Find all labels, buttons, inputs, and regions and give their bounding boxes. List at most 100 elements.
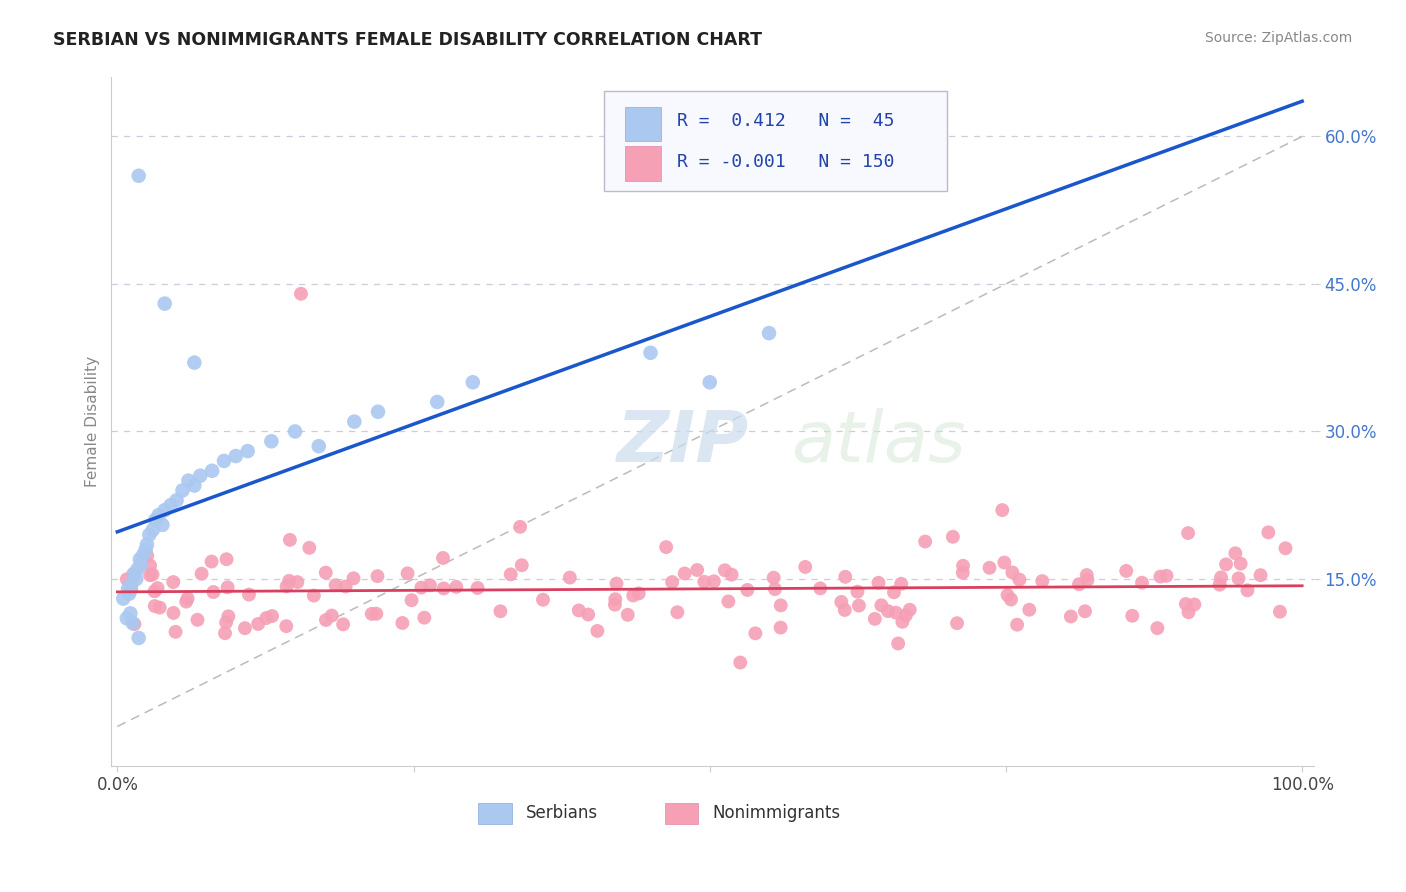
Point xyxy=(717,594,740,608)
Point xyxy=(162,575,184,590)
Point xyxy=(132,547,155,561)
Point xyxy=(413,610,436,624)
Point xyxy=(868,575,890,590)
Point xyxy=(997,588,1019,602)
Point xyxy=(125,572,148,586)
Point xyxy=(769,599,792,613)
Point xyxy=(1008,573,1031,587)
Point xyxy=(699,376,721,390)
Point xyxy=(499,567,522,582)
Point xyxy=(655,540,678,554)
Point xyxy=(993,556,1015,570)
Point xyxy=(284,425,307,439)
Point xyxy=(1130,575,1153,590)
Point xyxy=(142,567,165,582)
Point xyxy=(278,533,301,547)
Point xyxy=(870,599,893,613)
Point xyxy=(183,356,205,370)
Point xyxy=(149,600,172,615)
Point xyxy=(121,616,143,631)
Point xyxy=(315,613,337,627)
Point xyxy=(1060,609,1083,624)
Point xyxy=(153,503,176,517)
Point xyxy=(1146,621,1168,635)
Point xyxy=(1067,577,1090,591)
Point xyxy=(401,593,423,607)
Point xyxy=(605,576,627,591)
Point xyxy=(1174,597,1197,611)
Point xyxy=(129,558,152,572)
Bar xyxy=(665,803,699,823)
Point xyxy=(890,576,912,591)
Point xyxy=(121,577,143,591)
Point xyxy=(118,587,141,601)
Point xyxy=(290,286,312,301)
Point xyxy=(558,570,581,584)
Point xyxy=(201,555,224,569)
Point xyxy=(1257,525,1279,540)
Point xyxy=(763,582,786,596)
Point xyxy=(247,617,270,632)
Point xyxy=(1215,558,1237,572)
Point xyxy=(991,503,1014,517)
Point xyxy=(186,613,208,627)
Point xyxy=(190,566,212,581)
Point xyxy=(1031,574,1053,588)
Point xyxy=(884,606,907,620)
Point xyxy=(444,580,467,594)
Point xyxy=(979,561,1001,575)
Point xyxy=(254,611,277,625)
Point xyxy=(509,520,531,534)
Point xyxy=(1229,557,1251,571)
Point xyxy=(335,580,357,594)
Point xyxy=(124,617,146,632)
Point xyxy=(166,493,188,508)
Point xyxy=(1236,583,1258,598)
Point xyxy=(1209,570,1232,584)
Point xyxy=(461,376,484,390)
Point xyxy=(1182,598,1205,612)
Point xyxy=(877,604,900,618)
Point xyxy=(1121,608,1143,623)
Point xyxy=(848,599,870,613)
Point xyxy=(616,607,638,622)
Text: SERBIAN VS NONIMMIGRANTS FEMALE DISABILITY CORRELATION CHART: SERBIAN VS NONIMMIGRANTS FEMALE DISABILI… xyxy=(53,31,762,49)
Point xyxy=(1076,573,1098,587)
Point xyxy=(201,464,224,478)
Point xyxy=(150,517,173,532)
Point xyxy=(276,579,298,593)
Text: Nonimmigrants: Nonimmigrants xyxy=(713,805,841,822)
Point xyxy=(489,604,512,618)
Point xyxy=(1000,592,1022,607)
Point xyxy=(366,569,388,583)
Point xyxy=(419,578,441,592)
Point xyxy=(135,542,157,557)
Point xyxy=(148,508,170,522)
Point xyxy=(298,541,321,555)
Point xyxy=(586,624,609,638)
Point xyxy=(115,572,138,586)
Point xyxy=(1274,541,1296,556)
Point xyxy=(143,513,166,527)
Point xyxy=(217,609,239,624)
Point xyxy=(762,571,785,585)
Point xyxy=(531,592,554,607)
Point xyxy=(136,537,159,551)
Point xyxy=(568,603,591,617)
Point xyxy=(396,566,419,581)
Point xyxy=(898,603,921,617)
Point xyxy=(737,582,759,597)
Point xyxy=(262,609,284,624)
Point xyxy=(128,631,150,645)
Y-axis label: Female Disability: Female Disability xyxy=(86,356,100,487)
Point xyxy=(1177,526,1199,541)
Point xyxy=(1115,564,1137,578)
Point xyxy=(212,454,235,468)
Point xyxy=(215,552,238,566)
Point xyxy=(139,558,162,573)
Point xyxy=(128,552,150,566)
Point xyxy=(1074,604,1097,618)
Point xyxy=(720,567,742,582)
Text: Source: ZipAtlas.com: Source: ZipAtlas.com xyxy=(1205,31,1353,45)
Point xyxy=(217,580,239,594)
